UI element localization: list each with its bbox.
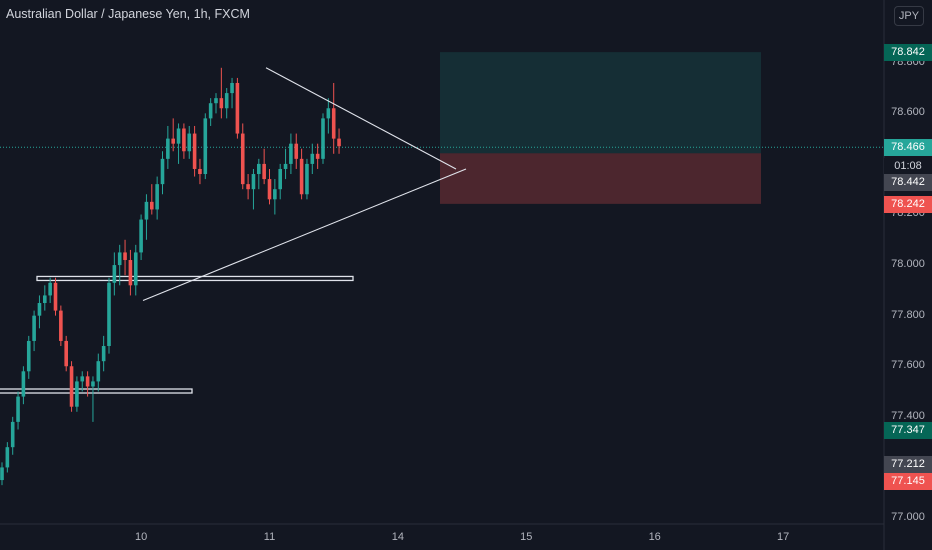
price-tag-red: 77.145 <box>884 473 932 491</box>
currency-button[interactable]: JPY <box>894 6 924 26</box>
candle-body <box>251 174 256 190</box>
candle-body <box>43 295 47 304</box>
candle-body <box>32 315 36 341</box>
candle-body <box>144 201 149 220</box>
candle-body <box>214 98 218 104</box>
candle-body <box>267 179 272 200</box>
candle-body <box>107 282 111 347</box>
target-zone <box>440 52 761 154</box>
time-tick-label: 17 <box>776 531 790 543</box>
candle-body <box>150 201 154 210</box>
candle-body <box>0 467 4 481</box>
candle-body <box>123 252 127 261</box>
candle-body <box>235 82 240 134</box>
candle-body <box>262 163 266 180</box>
candle-body <box>10 421 15 448</box>
lower-trendline <box>142 168 467 301</box>
price-tick-label: 78.600 <box>891 106 925 119</box>
candle-body <box>337 138 341 147</box>
candle-body <box>187 133 192 152</box>
candle-body <box>101 346 106 362</box>
candle-body <box>176 128 181 144</box>
candle-body <box>133 252 138 286</box>
candle-body <box>117 252 122 266</box>
candle-body <box>198 168 202 175</box>
time-tick-label: 11 <box>263 531 276 543</box>
price-tag-target: 78.842 <box>884 44 932 62</box>
time-tick-label: 15 <box>520 531 533 543</box>
candle-body <box>171 138 175 144</box>
price-tick-label: 77.000 <box>891 511 925 523</box>
candle-body <box>91 381 95 387</box>
candle-body <box>257 163 261 175</box>
candle-body <box>64 340 68 367</box>
candle-body <box>166 138 170 159</box>
candle-body <box>85 376 90 387</box>
price-tag-grey: 77.212 <box>884 456 932 474</box>
level-box-upper <box>36 275 354 282</box>
candle-body <box>80 376 85 382</box>
candle-body <box>219 98 224 109</box>
time-tick-label: 10 <box>134 531 148 543</box>
candle-body <box>289 143 293 164</box>
price-tag-countdown: 01:08 <box>884 158 932 176</box>
candle-body <box>96 361 101 382</box>
price-tick-label: 77.600 <box>891 359 925 372</box>
candle-body <box>326 108 331 119</box>
price-tick-label: 78.000 <box>891 258 925 271</box>
candle-body <box>48 282 52 296</box>
price-tick-label: 77.400 <box>891 409 925 422</box>
upper-trendline <box>265 67 457 170</box>
candle-body <box>182 128 186 152</box>
time-tick-label: 16 <box>648 531 661 543</box>
candle-body <box>192 133 197 169</box>
price-tag-stop: 78.242 <box>884 195 932 213</box>
price-tag-entry: 78.442 <box>884 173 932 191</box>
price-tag-last: 78.466 <box>884 139 932 157</box>
candle-body <box>315 153 320 159</box>
candle-body <box>246 184 250 190</box>
candle-body <box>283 163 288 169</box>
time-tick-label: 14 <box>391 531 405 543</box>
chart-title: Australian Dollar / Japanese Yen, 1h, FX… <box>6 7 250 21</box>
candle-body <box>37 303 42 316</box>
candle-body <box>305 163 309 195</box>
candle-body <box>128 260 133 286</box>
candle-body <box>16 396 20 422</box>
price-tag-green: 77.347 <box>884 422 932 440</box>
candle-body <box>26 340 31 372</box>
level-box-lower <box>0 388 193 394</box>
price-tick-label: 77.800 <box>891 308 925 321</box>
candle-body <box>321 118 325 159</box>
candle-body <box>331 108 336 139</box>
candle-body <box>5 447 10 468</box>
candle-body <box>299 158 304 195</box>
candle-body <box>160 158 165 185</box>
candle-body <box>75 381 79 407</box>
candle-body <box>294 143 299 159</box>
candle-body <box>240 133 245 185</box>
candle-body <box>203 118 208 175</box>
candle-body <box>53 282 58 311</box>
candle-body <box>224 93 229 109</box>
candle-body <box>155 184 159 210</box>
candle-body <box>230 82 234 94</box>
candle-body <box>310 153 315 164</box>
candle-body <box>139 219 143 253</box>
candle-body <box>69 366 74 407</box>
candle-body <box>59 310 63 341</box>
candle-body <box>278 168 282 190</box>
candle-body <box>112 265 117 283</box>
stop-zone <box>440 153 761 204</box>
candle-body <box>273 189 277 200</box>
candle-body <box>208 103 213 119</box>
candle-body <box>21 371 26 397</box>
